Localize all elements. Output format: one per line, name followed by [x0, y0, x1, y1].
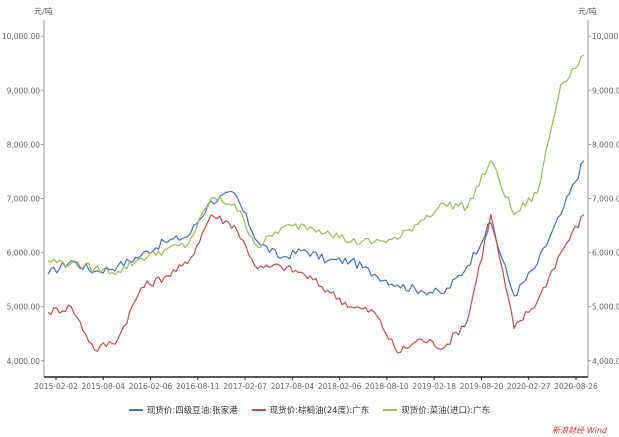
- legend-label: 现货价:菜油(进口):广东: [401, 406, 491, 416]
- legend-item: 现货价:四级豆油:张家港: [128, 404, 238, 416]
- legend-label: 现货价:棕榈油(24度):广东: [269, 406, 370, 416]
- y-tick-label-right: 4,000.00: [592, 357, 619, 366]
- y-tick-label-right: 7,000.00: [592, 195, 619, 204]
- series-line: [47, 214, 585, 354]
- y-tick-label-right: 10,000.00: [592, 32, 619, 41]
- y-tick-label-left: 8,000.00: [7, 140, 41, 149]
- x-tick-label: 2015-08-04: [81, 382, 125, 391]
- x-tick-label: 2016-02-06: [129, 382, 173, 391]
- y-tick-label-left: 5,000.00: [7, 303, 41, 312]
- x-tick-label: 2018-08-10: [365, 382, 409, 391]
- legend-item: 现货价:棕榈油(24度):广东: [251, 404, 370, 416]
- y-tick-label-right: 9,000.00: [592, 86, 619, 95]
- series-line: [47, 54, 585, 276]
- source-credit: 新浪财经 Wind: [552, 426, 607, 435]
- x-tick-label: 2016-08-11: [176, 382, 220, 391]
- x-tick-label: 2020-08-26: [554, 382, 598, 391]
- x-tick-label: 2019-08-20: [460, 382, 504, 391]
- x-tick-label: 2019-02-18: [412, 382, 456, 391]
- legend-swatch: [251, 409, 266, 411]
- x-tick-label: 2017-02-07: [223, 382, 267, 391]
- y-tick-label-left: 9,000.00: [7, 86, 41, 95]
- x-tick-label: 2020-02-27: [507, 382, 551, 391]
- y-tick-label-right: 5,000.00: [592, 303, 619, 312]
- y-tick-label-right: 6,000.00: [592, 249, 619, 258]
- y-tick-label-left: 10,000.00: [2, 32, 40, 41]
- y-tick-label-left: 4,000.00: [7, 357, 41, 366]
- legend-swatch: [383, 409, 398, 411]
- x-tick-label: 2015-02-02: [34, 382, 78, 391]
- y-unit-left: 元/吨: [34, 7, 53, 16]
- legend-item: 现货价:菜油(进口):广东: [383, 404, 490, 416]
- y-tick-label-right: 8,000.00: [592, 140, 619, 149]
- x-tick-label: 2017-08-04: [271, 382, 315, 391]
- chart-legend: 现货价:四级豆油:张家港 现货价:棕榈油(24度):广东 现货价:菜油(进口):广东: [0, 404, 619, 416]
- y-tick-label-left: 7,000.00: [7, 195, 41, 204]
- x-tick-label: 2018-02-06: [318, 382, 362, 391]
- y-unit-right: 元/吨: [578, 7, 597, 16]
- legend-label: 现货价:四级豆油:张家港: [146, 406, 238, 416]
- y-tick-label-left: 6,000.00: [7, 249, 41, 258]
- legend-swatch: [128, 409, 143, 411]
